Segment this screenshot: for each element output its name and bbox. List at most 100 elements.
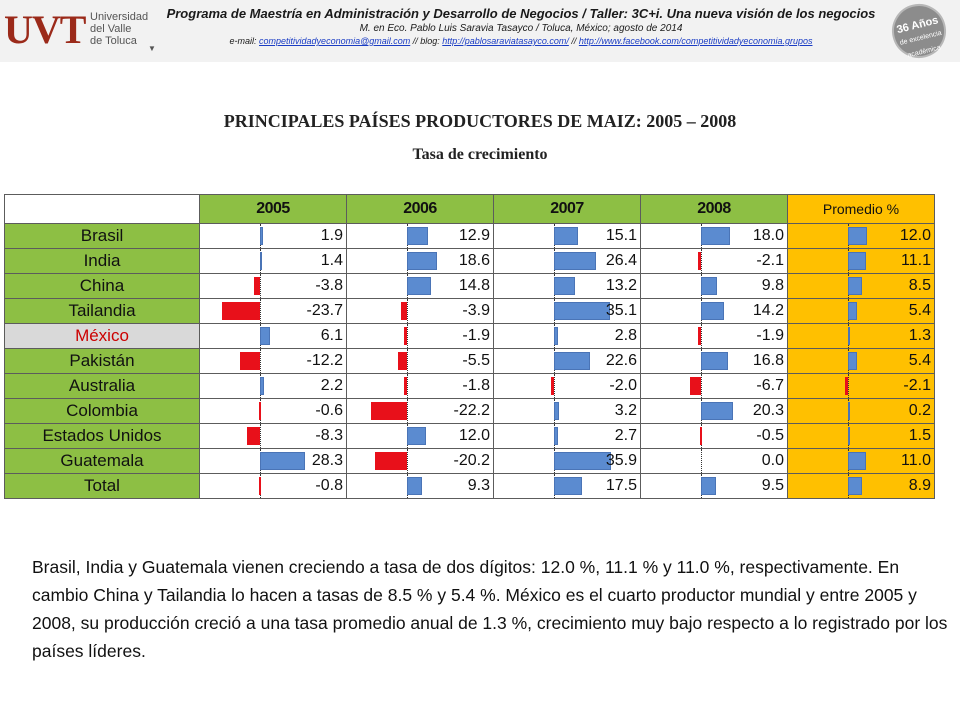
table-row: Pakistán -12.2 -5.5 22.6 16.8 5.4 <box>4 348 935 374</box>
table-row: Brasil 1.9 12.9 15.1 18.0 12.0 <box>4 223 935 249</box>
value-label: 16.8 <box>752 352 784 369</box>
value-cell: 2.2 <box>199 373 347 399</box>
anniversary-badge: 36 Años de excelencia académica <box>886 0 952 64</box>
value-cell: 2.7 <box>493 423 641 449</box>
value-label: 5.4 <box>908 352 931 369</box>
value-label: -22.2 <box>453 402 490 419</box>
average-cell: 8.9 <box>787 473 935 499</box>
data-bar-cell: 3.2 <box>494 399 640 423</box>
positive-bar <box>848 352 857 370</box>
data-bar-cell: 12.0 <box>788 224 934 248</box>
value-label: -6.7 <box>756 377 784 394</box>
value-cell: -12.2 <box>199 348 347 374</box>
zero-axis <box>260 424 261 448</box>
value-label: -23.7 <box>306 302 343 319</box>
header-year: 2007 <box>493 194 641 224</box>
value-cell: 12.9 <box>346 223 494 249</box>
value-cell: 6.1 <box>199 323 347 349</box>
data-bar-cell: -1.9 <box>347 324 493 348</box>
value-cell: -1.9 <box>346 323 494 349</box>
value-label: 5.4 <box>908 302 931 319</box>
positive-bar <box>260 327 270 345</box>
positive-bar <box>848 402 850 420</box>
positive-bar <box>554 277 576 295</box>
negative-bar <box>690 377 701 395</box>
positive-bar <box>701 277 717 295</box>
positive-bar <box>554 477 582 495</box>
value-label: 6.1 <box>320 327 343 344</box>
value-cell: 16.8 <box>640 348 788 374</box>
country-label: China <box>4 273 200 299</box>
header-corner-cell <box>4 194 200 224</box>
negative-bar <box>253 277 260 295</box>
blog-link[interactable]: http://pablosaraviatasayco.com/ <box>442 36 569 46</box>
average-cell: 11.0 <box>787 448 935 474</box>
value-cell: -0.8 <box>199 473 347 499</box>
value-label: 1.9 <box>320 227 343 244</box>
zero-axis <box>407 374 408 398</box>
contact-line: e-mail: competitividadyeconomia@gmail.co… <box>229 36 813 46</box>
value-label: -1.9 <box>756 327 784 344</box>
negative-bar <box>700 427 703 445</box>
value-label: -2.1 <box>756 252 784 269</box>
value-cell: 14.2 <box>640 298 788 324</box>
slide-header: UVT Universidad del Valle de Toluca ▼ Pr… <box>0 0 960 64</box>
data-bar-cell: 16.8 <box>641 349 787 373</box>
value-cell: -23.7 <box>199 298 347 324</box>
header-year: 2006 <box>346 194 494 224</box>
average-cell: 12.0 <box>787 223 935 249</box>
data-bar-cell: 1.4 <box>200 249 346 273</box>
value-cell: -1.8 <box>346 373 494 399</box>
data-bar-cell: -6.7 <box>641 374 787 398</box>
positive-bar <box>701 302 724 320</box>
negative-bar <box>404 377 407 395</box>
country-label: Brasil <box>4 223 200 249</box>
average-cell: 11.1 <box>787 248 935 274</box>
country-label: Australia <box>4 373 200 399</box>
positive-bar <box>848 227 868 245</box>
data-bar-cell: 13.2 <box>494 274 640 298</box>
value-label: 0.0 <box>761 452 784 469</box>
data-bar-cell: 12.9 <box>347 224 493 248</box>
data-bar-cell: 1.5 <box>788 424 934 448</box>
value-label: 35.9 <box>605 452 637 469</box>
value-label: 13.2 <box>605 277 637 294</box>
positive-bar <box>260 227 264 245</box>
table-row: Colombia -0.6 -22.2 3.2 20.3 0.2 <box>4 398 935 424</box>
positive-bar <box>701 352 728 370</box>
zero-axis <box>407 324 408 348</box>
data-bar-cell: 1.9 <box>200 224 346 248</box>
table-row: China -3.8 14.8 13.2 9.8 8.5 <box>4 273 935 299</box>
zero-axis <box>407 349 408 373</box>
value-label: 14.8 <box>458 277 490 294</box>
zero-axis <box>848 374 849 398</box>
value-label: 18.0 <box>752 227 784 244</box>
value-cell: 0.0 <box>640 448 788 474</box>
value-label: -0.6 <box>315 402 343 419</box>
negative-bar <box>697 327 701 345</box>
value-label: 2.8 <box>614 327 637 344</box>
value-label: 8.5 <box>908 277 931 294</box>
negative-bar <box>258 477 261 495</box>
zero-axis <box>701 249 702 273</box>
table-row: India 1.4 18.6 26.4 -2.1 11.1 <box>4 248 935 274</box>
value-label: 3.2 <box>614 402 637 419</box>
positive-bar <box>554 252 597 270</box>
negative-bar <box>403 327 407 345</box>
data-bar-cell: 8.5 <box>788 274 934 298</box>
table-row: Guatemala 28.3 -20.2 35.9 0.0 11.0 <box>4 448 935 474</box>
data-bar-cell: 12.0 <box>347 424 493 448</box>
data-bar-cell: -0.8 <box>200 474 346 498</box>
facebook-link[interactable]: http://www.facebook.com/competitividadye… <box>578 36 813 46</box>
value-label: 8.9 <box>908 477 931 494</box>
data-bar-cell: 35.1 <box>494 299 640 323</box>
value-cell: -6.7 <box>640 373 788 399</box>
value-cell: 17.5 <box>493 473 641 499</box>
data-bar-cell: -0.6 <box>200 399 346 423</box>
data-bar-cell: -8.3 <box>200 424 346 448</box>
value-label: 2.7 <box>614 427 637 444</box>
negative-bar <box>259 402 262 420</box>
email-link[interactable]: competitividadyeconomia@gmail.com <box>259 36 411 46</box>
country-label: Guatemala <box>4 448 200 474</box>
value-label: 18.6 <box>458 252 490 269</box>
